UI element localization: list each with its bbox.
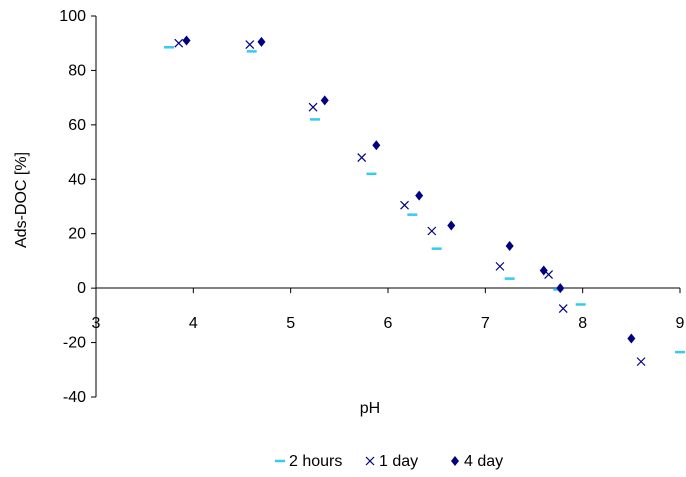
data-point [627, 333, 636, 344]
x-axis-title: pH [360, 400, 380, 417]
data-point [556, 283, 565, 294]
legend-label: 2 hours [289, 453, 342, 470]
data-point [182, 35, 191, 46]
data-point [447, 220, 456, 231]
data-point [257, 36, 266, 47]
legend-marker [365, 456, 375, 466]
x-tick-label: 6 [384, 315, 393, 332]
data-point [636, 357, 646, 367]
series-4-day [182, 35, 636, 344]
data-point [505, 240, 514, 251]
data-point [415, 190, 424, 201]
y-tick-label: 80 [68, 62, 86, 79]
x-tick-label: 5 [286, 315, 295, 332]
data-point [308, 102, 318, 112]
y-ticks: -40 -20 0 20 40 60 80 100 [59, 8, 96, 406]
x-tick-label: 8 [578, 315, 587, 332]
y-tick-label: -40 [63, 389, 86, 406]
data-point [372, 140, 381, 151]
y-tick-label: 100 [59, 8, 86, 25]
data-point [245, 40, 255, 49]
y-axis-title: Ads-DOC [%] [13, 152, 30, 248]
data-point [495, 261, 505, 271]
data-point [400, 200, 409, 210]
series-1-day [174, 38, 646, 367]
legend: 2 hours 1 day 4 day [275, 453, 503, 470]
data-point [427, 226, 437, 236]
data-point [558, 304, 568, 313]
data-point [320, 95, 329, 106]
series-2-hours [164, 46, 685, 354]
data-point [174, 38, 184, 48]
series-layer [164, 35, 685, 367]
data-point [357, 153, 367, 162]
data-point [539, 265, 548, 276]
y-tick-label: 60 [68, 117, 86, 134]
x-tick-label: 3 [92, 315, 101, 332]
y-tick-label: -20 [63, 335, 86, 352]
axes [95, 16, 680, 397]
legend-label: 4 day [464, 453, 503, 470]
legend-marker [451, 456, 459, 466]
y-tick-label: 40 [68, 171, 86, 188]
y-tick-label: 20 [68, 226, 86, 243]
x-ticks: 3 4 5 6 7 8 9 [92, 288, 685, 332]
legend-label: 1 day [379, 453, 418, 470]
x-tick-label: 9 [676, 315, 685, 332]
x-tick-label: 7 [481, 315, 490, 332]
y-tick-label: 0 [77, 280, 86, 297]
x-tick-label: 4 [189, 315, 198, 332]
